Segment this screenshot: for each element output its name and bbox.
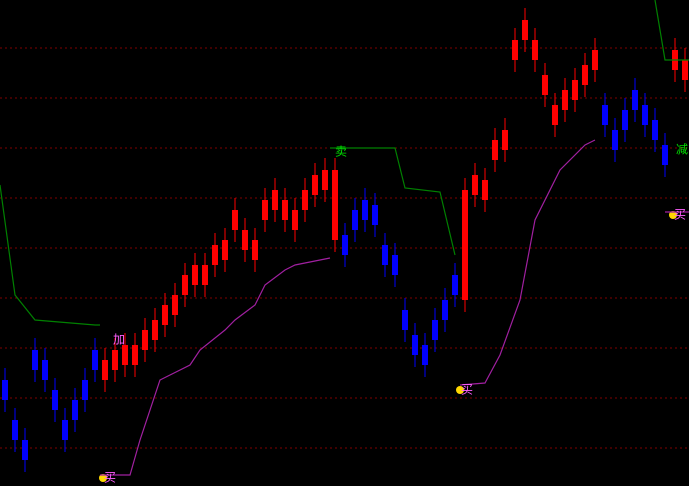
- candle-body: [312, 175, 318, 195]
- candle-body: [632, 90, 638, 110]
- candle-body: [182, 275, 188, 295]
- candle-body: [472, 175, 478, 195]
- candle-body: [452, 275, 458, 295]
- candle-body: [352, 210, 358, 230]
- candle-body: [552, 105, 558, 125]
- signal-label: 加: [113, 333, 125, 347]
- candle-body: [252, 240, 258, 260]
- signal-label: 买: [104, 471, 116, 485]
- candle-body: [42, 360, 48, 380]
- candle-body: [162, 305, 168, 325]
- candle-body: [32, 350, 38, 370]
- candle-body: [362, 200, 368, 220]
- candle-body: [402, 310, 408, 330]
- stop-line: [330, 147, 456, 256]
- candle-body: [562, 90, 568, 110]
- candle-body: [422, 345, 428, 365]
- candle-body: [322, 170, 328, 190]
- candle-body: [612, 130, 618, 150]
- stop-line: [459, 139, 596, 386]
- candle-body: [22, 440, 28, 460]
- candle-body: [292, 210, 298, 230]
- candle-body: [602, 105, 608, 125]
- candle-body: [592, 50, 598, 70]
- candle-body: [282, 200, 288, 220]
- candle-body: [412, 335, 418, 355]
- candle-body: [682, 60, 688, 80]
- candle-body: [522, 20, 528, 40]
- candle-body: [542, 75, 548, 95]
- candle-body: [62, 420, 68, 440]
- candle-body: [242, 230, 248, 250]
- candle-body: [222, 240, 228, 260]
- candle-body: [432, 320, 438, 340]
- candle-body: [112, 350, 118, 370]
- candle-body: [302, 190, 308, 210]
- candle-body: [152, 320, 158, 340]
- candle-body: [502, 130, 508, 150]
- candle-body: [232, 210, 238, 230]
- candle-body: [442, 300, 448, 320]
- candle-body: [122, 345, 128, 365]
- candle-body: [92, 350, 98, 370]
- candle-body: [262, 200, 268, 220]
- candle-body: [462, 190, 468, 300]
- candle-body: [652, 120, 658, 140]
- candle-body: [582, 65, 588, 85]
- candle-body: [2, 380, 8, 400]
- candle-body: [212, 245, 218, 265]
- buy-icon: [99, 474, 107, 482]
- candle-body: [172, 295, 178, 315]
- candle-body: [72, 400, 78, 420]
- stop-line: [0, 184, 100, 326]
- candle-body: [372, 205, 378, 225]
- candle-body: [532, 40, 538, 60]
- candle-body: [82, 380, 88, 400]
- candle-body: [142, 330, 148, 350]
- candle-body: [392, 255, 398, 275]
- candle-body: [332, 170, 338, 240]
- signal-label: 买: [674, 208, 686, 222]
- stop-line: [654, 0, 689, 61]
- candle-body: [272, 190, 278, 210]
- candle-body: [492, 140, 498, 160]
- candle-body: [642, 105, 648, 125]
- buy-icon: [456, 386, 464, 394]
- candle-body: [622, 110, 628, 130]
- candle-body: [382, 245, 388, 265]
- candle-body: [102, 360, 108, 380]
- candle-body: [572, 80, 578, 100]
- stop-line: [100, 257, 331, 476]
- candle-body: [192, 265, 198, 285]
- signal-label: 减: [676, 143, 688, 157]
- candle-body: [512, 40, 518, 60]
- candle-body: [662, 145, 668, 165]
- signal-label: 买: [461, 383, 473, 397]
- signal-label: 卖: [335, 145, 347, 159]
- candle-body: [482, 180, 488, 200]
- candle-body: [202, 265, 208, 285]
- candle-body: [12, 420, 18, 440]
- candle-body: [132, 345, 138, 365]
- candle-body: [342, 235, 348, 255]
- buy-icon: [669, 211, 677, 219]
- candle-body: [52, 390, 58, 410]
